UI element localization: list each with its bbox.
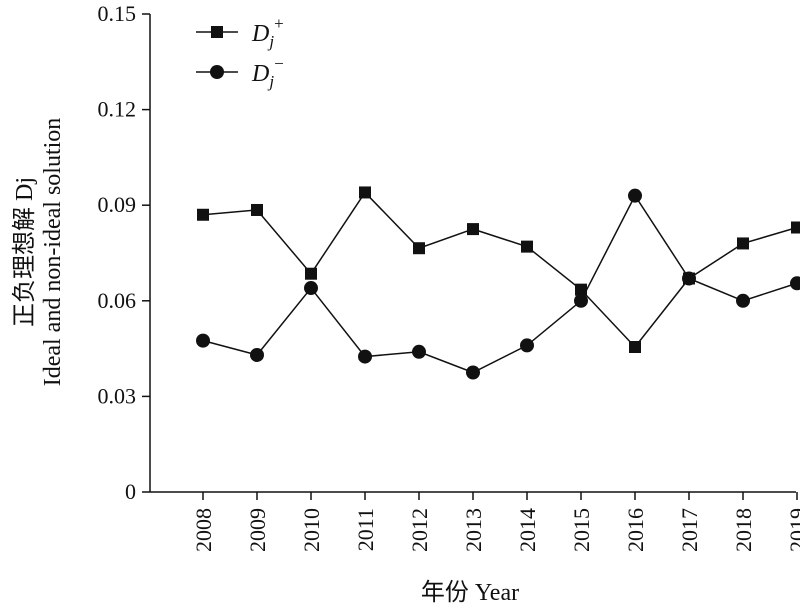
legend-label-dj-minus: Dj− [251, 54, 284, 91]
x-tick-label: 2012 [407, 508, 432, 552]
y-axis-title-line2: Ideal and non-ideal solution [40, 118, 66, 387]
legend-minus-sub: j [267, 72, 274, 91]
point-dj-minus-2018 [736, 293, 750, 308]
x-tick-label: 2014 [515, 508, 540, 552]
y-axis-title-group: 正负理想解 Dj Ideal and non-ideal solution [11, 118, 66, 387]
x-tick-label: 2011 [353, 508, 378, 551]
y-tick-label: 0.09 [98, 192, 137, 217]
point-dj-minus-2008 [196, 333, 210, 348]
point-dj-minus-2014 [520, 338, 534, 353]
point-dj-plus-2008 [197, 208, 209, 221]
point-dj-minus-2012 [412, 344, 426, 359]
point-dj-plus-2019 [791, 221, 800, 234]
y-tick-label: 0.06 [98, 288, 137, 313]
point-dj-minus-2017 [682, 271, 696, 286]
point-dj-plus-2018 [737, 237, 749, 250]
legend: Dj+ Dj− [196, 14, 284, 91]
point-dj-plus-2016 [629, 341, 641, 354]
y-tick-label: 0.12 [98, 97, 137, 122]
legend-plus-base: D [251, 21, 269, 47]
legend-plus-sub: j [267, 32, 274, 51]
point-dj-plus-2010 [305, 267, 317, 280]
y-axis-ticks: 0 0.03 0.06 0.09 0.12 0.15 [98, 1, 150, 504]
x-axis-ticks: 2008 2009 2010 2011 2012 2013 2014 2015 2016 2017… [191, 492, 800, 552]
point-dj-plus-2013 [467, 223, 479, 236]
legend-minus-base: D [251, 61, 269, 87]
legend-marker-circle [210, 65, 224, 79]
point-dj-minus-2016 [628, 188, 642, 203]
point-dj-minus-2011 [358, 349, 372, 364]
point-dj-plus-2015 [575, 283, 587, 296]
x-tick-label: 2015 [569, 508, 594, 552]
x-tick-label: 2010 [299, 508, 324, 552]
point-dj-plus-2014 [521, 240, 533, 253]
legend-plus-sup: + [274, 14, 284, 33]
y-tick-label: 0.03 [98, 383, 137, 408]
y-tick-label: 0.15 [98, 1, 137, 26]
x-axis-title: 年份 Year [421, 579, 519, 606]
point-dj-minus-2015 [574, 293, 588, 308]
point-dj-plus-2009 [251, 203, 263, 216]
point-dj-minus-2009 [250, 347, 264, 362]
x-tick-label: 2013 [461, 508, 486, 552]
point-dj-minus-2010 [304, 281, 318, 296]
y-tick-label: 0 [125, 479, 136, 504]
legend-item-dj-plus: Dj+ [196, 14, 284, 51]
x-tick-label: 2019 [785, 508, 800, 552]
series-layer [196, 186, 800, 380]
x-tick-label: 2016 [623, 508, 648, 552]
legend-marker-square [211, 26, 223, 38]
series-line-dj-plus [202, 191, 798, 349]
y-axis-title-line1: 正负理想解 Dj [11, 177, 38, 327]
x-tick-label: 2017 [677, 508, 702, 552]
legend-minus-sup: − [274, 54, 284, 73]
legend-item-dj-minus: Dj− [196, 54, 284, 91]
point-dj-minus-2013 [466, 365, 480, 380]
point-dj-plus-2011 [359, 186, 371, 199]
point-dj-minus-2019 [790, 276, 800, 291]
x-tick-label: 2018 [731, 508, 756, 552]
x-tick-label: 2009 [245, 508, 270, 552]
legend-label-dj-plus: Dj+ [251, 14, 284, 51]
x-tick-label: 2008 [191, 508, 216, 552]
series-line-dj-minus [202, 194, 798, 374]
point-dj-plus-2012 [413, 242, 425, 255]
